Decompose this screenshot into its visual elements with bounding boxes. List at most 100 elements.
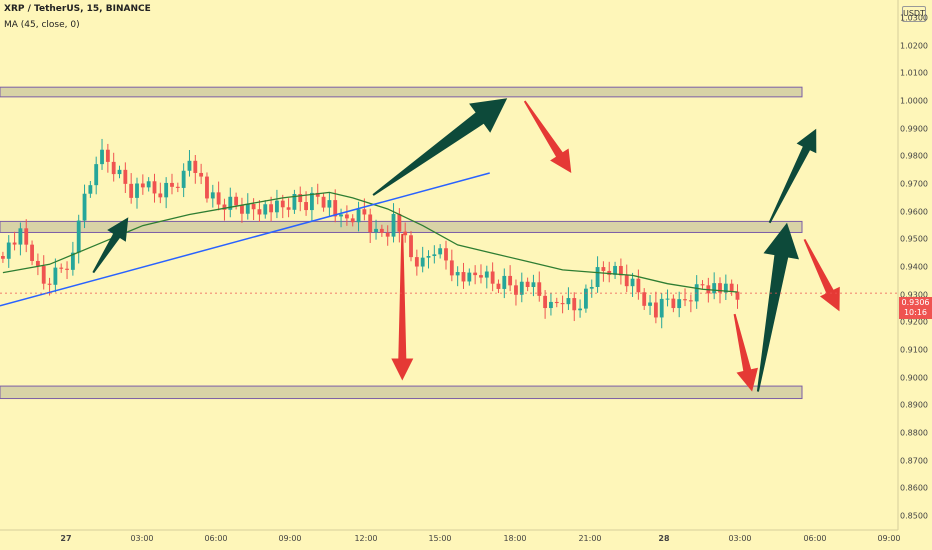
y-tick-label: 0.8800 [900,428,928,438]
candle-body [350,218,355,223]
candle-body [82,193,87,221]
candle-body [624,275,629,287]
y-tick-label: 0.9900 [900,124,928,134]
x-tick-label: 12:00 [354,534,378,543]
candle-body [327,200,332,208]
candle-body [560,303,565,305]
candle-body [519,281,524,295]
candle-body [508,275,513,286]
candle-body [403,231,408,236]
arrows-layer [92,98,840,392]
candle-body [735,291,740,300]
candle-body [53,267,58,285]
x-tick-label: 06:00 [204,534,228,543]
candle-body [549,301,553,309]
x-tick-label: 06:00 [803,534,827,543]
candle-body [502,275,507,289]
candle-body [164,182,169,198]
candle-body [304,202,308,211]
lines-layer [0,172,738,307]
y-tick-label: 1.0200 [900,41,928,51]
y-tick-label: 0.9800 [900,151,928,161]
candle-body [70,252,75,270]
arrow-down-red [523,100,572,173]
candle-body [286,207,291,210]
candle-body [584,288,588,309]
candle-body [210,192,215,199]
candle-body [123,169,128,184]
candle-body [263,204,268,215]
candle-body [496,283,501,289]
x-tick-label: 15:00 [428,534,452,543]
y-tick-label: 0.9200 [900,317,928,327]
y-tick-label: 1.0300 [900,13,928,23]
y-tick-label: 0.9000 [900,373,928,383]
candle-body [35,260,40,266]
candle-body [6,242,11,259]
candle-body [170,182,174,187]
x-tick-label: 09:00 [278,534,302,543]
arrow-down-red [733,313,758,392]
candle-body [251,203,256,210]
candle-body [140,183,145,188]
candle-body [228,196,233,210]
candle-body [216,192,221,205]
candle-body [712,283,717,294]
candle-body [414,257,419,267]
candle-body [105,149,110,162]
candle-body [47,283,52,285]
y-tick-label: 1.0100 [900,68,928,78]
candle-body [397,213,402,232]
candle-body [479,275,483,278]
candle-body [630,278,635,287]
candle-body [391,213,396,237]
candle-body [344,214,349,219]
candle-body [514,285,518,295]
candle-body [379,228,384,233]
x-tick-label: 27 [60,534,72,543]
candle-body [88,185,93,194]
candle-body [275,200,279,213]
candle-body [193,160,198,173]
candle-body [222,204,227,210]
candle-body [257,209,262,215]
candle-body [240,205,244,214]
x-tick-label: 09:00 [877,534,901,543]
candle-body [187,160,192,171]
candle-body [135,183,139,198]
x-tick-label: 18:00 [503,534,527,543]
candle-body [449,260,454,276]
candle-body [1,256,5,259]
candle-body [467,272,472,282]
candle-body [455,272,460,276]
candle-body [613,265,617,275]
candle-body [420,257,425,267]
zone-resistance [0,86,803,98]
x-tick-label: 03:00 [130,534,154,543]
candle-body [484,271,489,278]
candle-body [665,298,670,300]
y-tick-label: 0.9300 [900,290,928,300]
arrow-down-red [803,239,840,312]
candles-layer [1,138,740,329]
candle-body [601,267,606,271]
candle-body [572,298,577,311]
x-tick-label: 21:00 [578,534,602,543]
axis-unit-button[interactable]: USDT [902,6,926,22]
candle-body [537,282,542,296]
candle-body [578,308,582,311]
candle-body [18,228,23,245]
candle-body [111,161,116,175]
candle-body [158,193,163,198]
candle-body [146,181,151,188]
trendline [0,172,490,307]
arrow-up-green [768,128,817,224]
chart-symbol-title: XRP / TetherUS, 15, BINANCE [4,4,151,14]
last-price-value: 0.9306 [901,298,930,307]
candle-body [30,244,34,261]
candle-body [76,220,81,253]
candle-body [636,278,641,293]
candle-body [438,248,443,255]
candle-body [199,172,204,177]
